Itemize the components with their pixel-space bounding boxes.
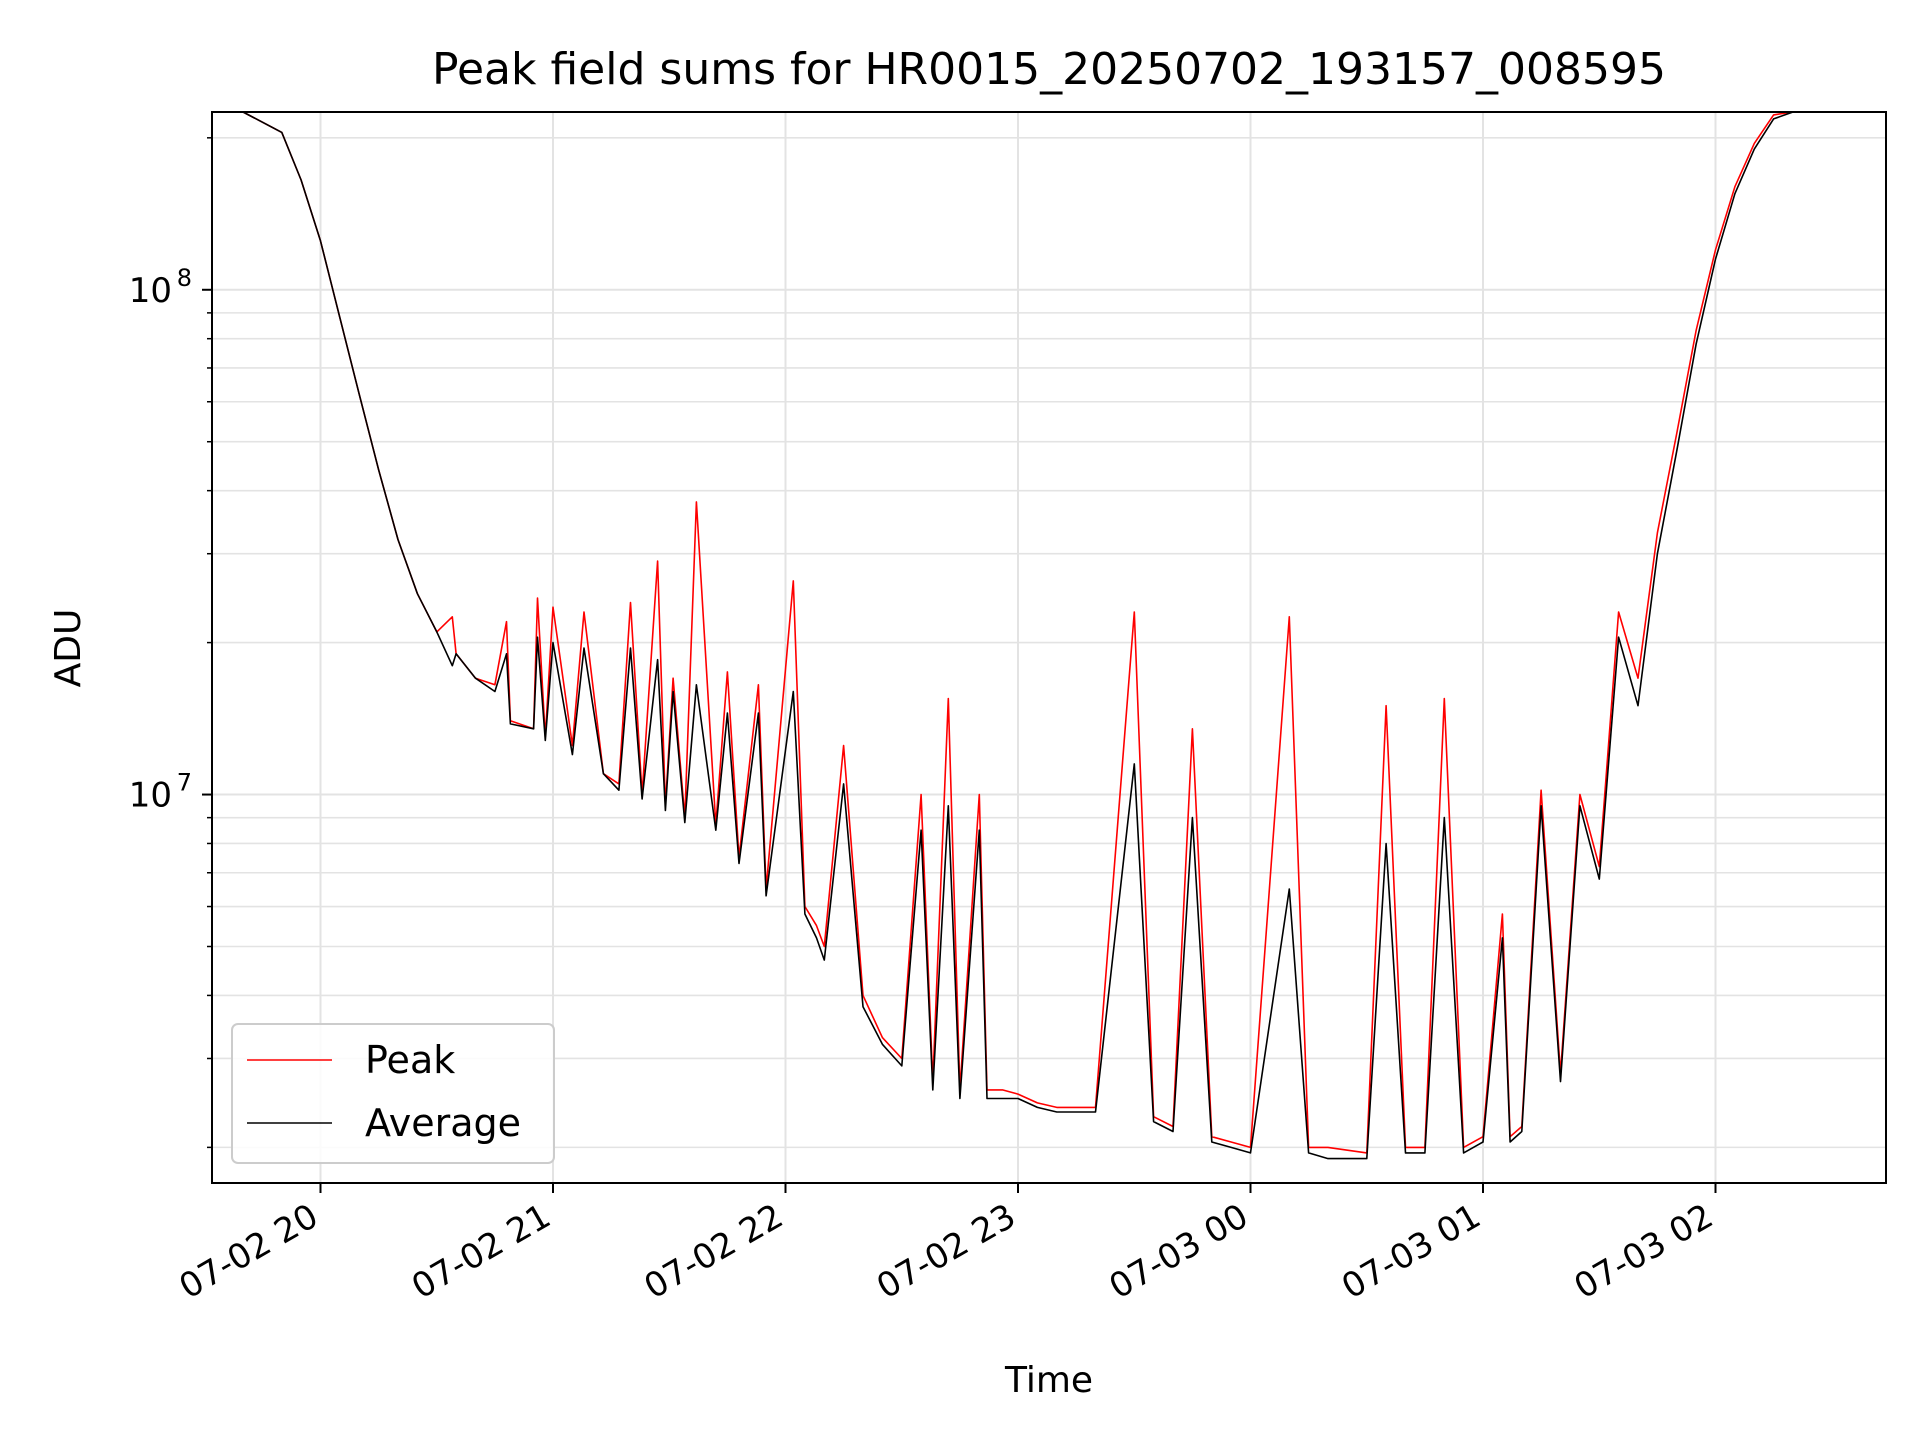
series-line-average xyxy=(242,111,1794,1160)
y-tick-label-base: 10 xyxy=(129,776,172,816)
x-axis-title: Time xyxy=(1004,1360,1093,1401)
plot-frame xyxy=(211,111,1887,1184)
series-lines xyxy=(242,111,1794,1160)
legend-box xyxy=(231,1023,555,1164)
legend-label-average: Average xyxy=(365,1101,521,1145)
legend: Peak Average xyxy=(231,1023,555,1164)
legend-label-peak: Peak xyxy=(365,1038,455,1082)
y-tick-label: 10 xyxy=(129,776,172,816)
grid xyxy=(212,112,1886,1183)
y-axis-title: ADU xyxy=(48,609,89,688)
chart-title: Peak field sums for HR0015_20250702_1931… xyxy=(432,44,1666,95)
y-tick-label-exponent: 7 xyxy=(177,769,192,797)
y-tick-label-base: 10 xyxy=(129,271,172,311)
y-tick-label-exponent: 8 xyxy=(177,264,192,292)
y-tick-label: 10 xyxy=(129,271,172,311)
